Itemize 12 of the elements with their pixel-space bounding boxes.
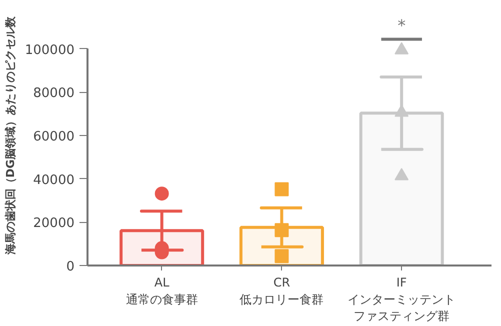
y-tick-label: 100000 (24, 42, 75, 58)
text: * (398, 16, 406, 35)
y-tick-label: 80000 (33, 86, 75, 102)
y-tick-label: 20000 (33, 216, 75, 232)
y-tick-label: 0 (66, 260, 75, 274)
y-tick-label: 60000 (33, 130, 75, 144)
x-tick-label: CR 低カロリー食群 (240, 276, 324, 306)
y-axis-title: 海馬の歯状回（DG脳領域）あたりのピクセル数 (4, 15, 17, 256)
bar (120, 229, 204, 266)
x-tick-label: AL 通常の食事群 (126, 276, 198, 306)
x-tick-label: IF インターミッテントファスティング群 (348, 276, 456, 324)
y-tick-label: 40000 (33, 172, 75, 188)
